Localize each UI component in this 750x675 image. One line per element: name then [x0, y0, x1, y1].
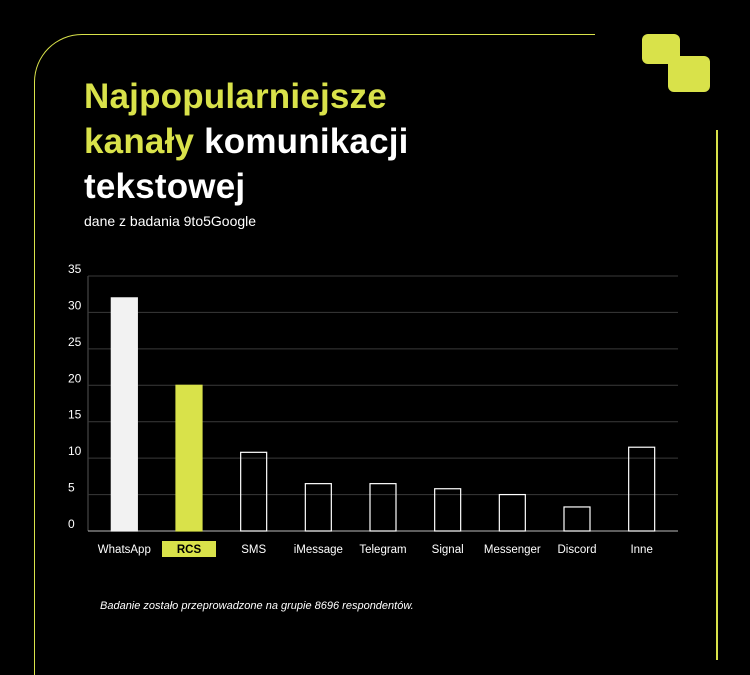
y-tick-label: 5	[68, 481, 75, 495]
bar-rcs	[175, 384, 203, 532]
x-tick-label: WhatsApp	[98, 544, 151, 556]
x-tick-label: Inne	[630, 544, 652, 556]
chart-subtitle: dane z badania 9to5Google	[84, 213, 257, 229]
bar-imessage	[304, 483, 332, 532]
bar-signal	[434, 488, 462, 532]
y-tick-label: 10	[68, 444, 82, 458]
title-line-1: Najpopularniejsze	[84, 77, 387, 116]
x-tick-label: iMessage	[294, 544, 343, 556]
x-tick-label: Discord	[558, 544, 597, 556]
x-tick-label: SMS	[241, 544, 266, 556]
y-tick-label: 0	[68, 517, 75, 531]
y-axis-ticks: 0 5 10 15 20 25 30 35	[68, 262, 82, 531]
y-tick-label: 30	[68, 298, 82, 312]
x-tick-label: RCS	[177, 544, 202, 556]
page-title: Najpopularniejsze kanały komunikacji tek…	[84, 74, 409, 209]
title-line-2-rest: komunikacji	[204, 122, 409, 161]
bar-inne	[628, 446, 656, 532]
decorative-right-line	[716, 130, 718, 660]
decorative-frame	[34, 34, 595, 675]
x-tick-label: Signal	[432, 544, 464, 556]
bar-chart: 0 5 10 15 20 25 30 35 WhatsApp RCS SMS iMessage Tel…	[68, 262, 678, 557]
brand-logo-icon	[642, 34, 710, 92]
bar-discord	[563, 506, 591, 532]
x-tick-label: Messenger	[484, 544, 541, 556]
bar-sms	[240, 451, 268, 532]
y-tick-label: 25	[68, 335, 82, 349]
x-axis-labels: WhatsApp RCS SMS iMessage Telegram Signal Mess…	[98, 541, 653, 557]
y-tick-label: 35	[68, 262, 82, 276]
bar-messenger	[498, 493, 526, 532]
y-tick-label: 20	[68, 371, 82, 385]
footnote: Badanie zostało przeprowadzone na grupie…	[100, 600, 414, 612]
y-tick-label: 15	[68, 408, 82, 422]
x-tick-label: Telegram	[359, 544, 406, 556]
bar-telegram	[369, 483, 397, 532]
title-highlight-word: kanały	[84, 122, 195, 161]
highlight-label-bg	[162, 541, 216, 557]
bars	[110, 297, 656, 532]
bar-whatsapp	[110, 297, 138, 532]
title-line-3: tekstowej	[84, 167, 246, 206]
